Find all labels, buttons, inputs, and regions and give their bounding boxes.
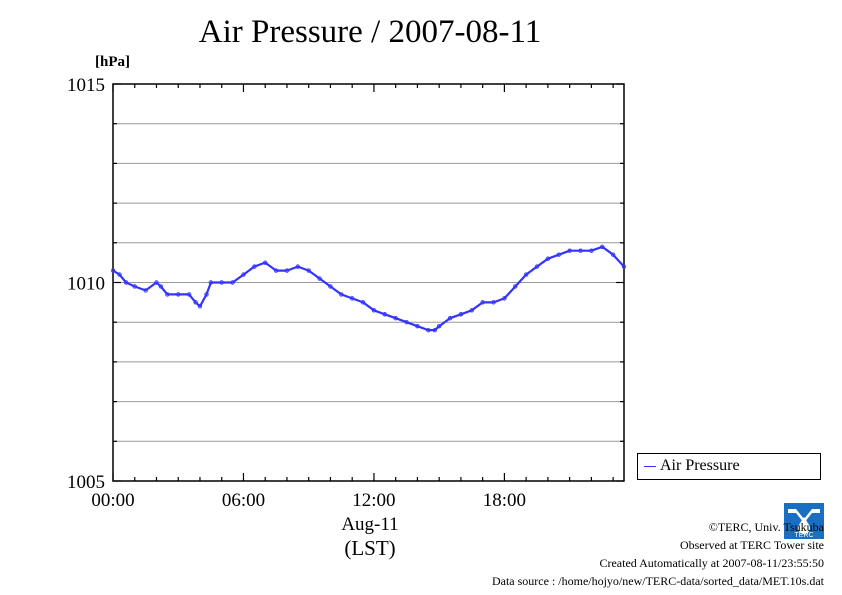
- data-point: [186, 292, 192, 297]
- y-tick-label: 1010: [67, 274, 105, 295]
- data-point: [349, 296, 355, 301]
- data-point: [469, 308, 474, 313]
- data-point: [204, 292, 209, 297]
- data-point: [513, 284, 518, 289]
- credit-observed: Observed at TERC Tower site: [679, 538, 824, 552]
- terc-logo-icon: TERC: [784, 503, 824, 539]
- data-point: [458, 312, 464, 317]
- data-point: [263, 260, 268, 265]
- credit-copyright: ©TERC, Univ. Tsukuba: [708, 520, 824, 534]
- y-axis-unit-label: [hPa]: [95, 54, 130, 70]
- data-point: [123, 280, 129, 285]
- x-tick-label: 06:00: [222, 490, 265, 511]
- data-point: [404, 320, 409, 325]
- data-point: [154, 280, 159, 285]
- plot-frame: [112, 83, 625, 482]
- data-point: [132, 284, 137, 289]
- data-point: [545, 256, 551, 261]
- data-point: [556, 252, 561, 257]
- data-point: [317, 276, 322, 281]
- y-tick-label: 1015: [67, 75, 105, 96]
- data-point: [432, 327, 438, 333]
- x-tick-label: 00:00: [91, 490, 134, 511]
- data-point: [230, 280, 235, 285]
- credit-data-source: Data source : /home/hojyo/new/TERC-data/…: [491, 574, 824, 588]
- data-point: [491, 300, 496, 305]
- legend-swatch: [644, 466, 656, 467]
- data-point: [447, 316, 453, 321]
- data-point: [197, 304, 203, 309]
- grid-lines: [113, 123, 624, 442]
- data-point: [110, 268, 116, 273]
- data-point: [523, 272, 529, 277]
- data-point: [589, 248, 594, 253]
- legend-label: Air Pressure: [660, 457, 740, 474]
- series-line: [112, 245, 625, 332]
- credit-created: Created Automatically at 2007-08-11/23:5…: [599, 556, 824, 570]
- data-point: [567, 248, 572, 253]
- data-point: [306, 268, 311, 273]
- data-point: [328, 284, 333, 289]
- data-point: [393, 316, 398, 321]
- chart-title: Air Pressure / 2007-08-11: [198, 14, 542, 50]
- data-point: [600, 244, 605, 249]
- data-point: [534, 264, 540, 269]
- data-point: [480, 300, 485, 305]
- data-point: [339, 292, 344, 297]
- data-point: [382, 312, 388, 317]
- x-axis-date-label: Aug-11: [341, 514, 399, 535]
- data-point: [360, 300, 366, 305]
- svg-text:TERC: TERC: [794, 532, 813, 539]
- data-point: [158, 284, 164, 289]
- x-tick-label: 12:00: [352, 490, 395, 511]
- x-axis-timezone-label: (LST): [344, 536, 396, 560]
- data-point: [578, 248, 583, 253]
- data-point: [193, 300, 198, 305]
- data-point: [208, 280, 214, 285]
- air-pressure-series: [110, 244, 627, 333]
- data-point: [252, 264, 257, 269]
- data-point: [436, 323, 442, 329]
- y-tick-label: 1005: [67, 472, 105, 493]
- data-point: [273, 268, 279, 273]
- data-point: [165, 292, 170, 297]
- data-point: [621, 264, 627, 269]
- x-tick-label: 18:00: [483, 490, 526, 511]
- data-point: [415, 323, 420, 329]
- data-point: [117, 272, 122, 277]
- data-point: [610, 252, 616, 257]
- data-point: [176, 292, 181, 297]
- data-point: [241, 272, 246, 277]
- data-point: [502, 296, 507, 301]
- legend: Air Pressure: [637, 453, 821, 480]
- data-point: [295, 264, 301, 269]
- data-point: [426, 327, 431, 333]
- data-point: [371, 308, 377, 313]
- data-point: [143, 288, 148, 293]
- data-point: [219, 280, 224, 285]
- data-point: [284, 268, 290, 273]
- tick-labels: 1005 1010 1015 00:00 06:00 12:00 18:00: [67, 75, 526, 511]
